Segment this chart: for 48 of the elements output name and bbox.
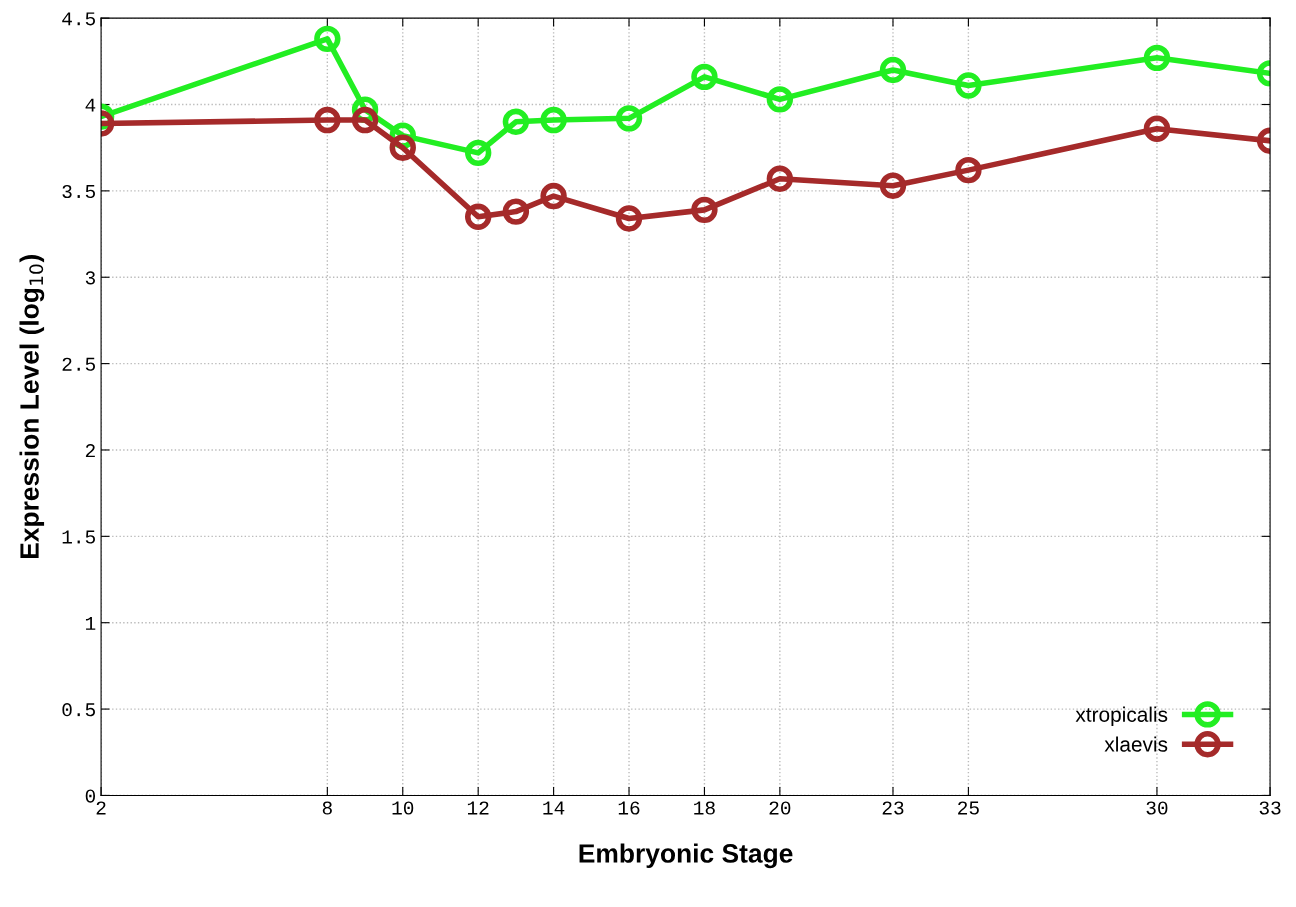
point [351, 106, 379, 134]
point [955, 156, 982, 184]
point [540, 106, 567, 134]
y-tick-label: 4 [85, 98, 96, 112]
point [464, 139, 492, 167]
point [766, 165, 794, 192]
x-tick-label: 20 [769, 801, 791, 815]
x-tick-label: 14 [543, 801, 565, 815]
point [389, 134, 416, 161]
x-tick-label: 10 [392, 801, 414, 815]
y-tick-label: 3 [85, 271, 95, 285]
y-axis-title: Expression Level (log$_{10}$) [19, 255, 45, 559]
y-tick-label: 2.5 [62, 357, 95, 371]
point [314, 25, 341, 53]
point [1143, 115, 1171, 142]
point [691, 63, 718, 91]
point [615, 205, 643, 232]
point [879, 56, 907, 84]
point [1143, 44, 1171, 72]
y-tick-label: 0.5 [62, 703, 95, 717]
y-tick-label: 2 [85, 444, 95, 458]
point [879, 172, 907, 199]
x-tick-label: 12 [467, 801, 489, 815]
point [615, 105, 643, 132]
point [314, 106, 341, 134]
legend-label: xlaevis [1104, 736, 1168, 752]
x-tick-label: 8 [322, 801, 332, 815]
point [691, 196, 718, 224]
y-tick-label: 1 [85, 616, 96, 630]
point [766, 86, 794, 113]
y-tick-label: 3.5 [62, 184, 95, 199]
x-tick-label: 18 [694, 801, 715, 815]
point [955, 72, 982, 99]
x-axis-title: Embryonic Stage [579, 843, 793, 869]
x-tick-label: 23 [882, 801, 904, 815]
point [502, 198, 530, 225]
x-tick-label: 16 [618, 801, 640, 815]
point [464, 203, 492, 230]
y-tick-label: 1.5 [62, 530, 95, 544]
point [540, 182, 567, 210]
x-tick-label: 30 [1146, 801, 1168, 815]
point [502, 108, 530, 135]
y-tick-label: 4.5 [62, 12, 95, 26]
y-tick-label: 0 [85, 789, 96, 803]
legend-label: xtropicalis [1075, 706, 1168, 727]
x-tick-label: 25 [958, 801, 979, 815]
x-tick-label: 33 [1259, 801, 1281, 815]
x-tick-label: 2 [96, 801, 106, 815]
